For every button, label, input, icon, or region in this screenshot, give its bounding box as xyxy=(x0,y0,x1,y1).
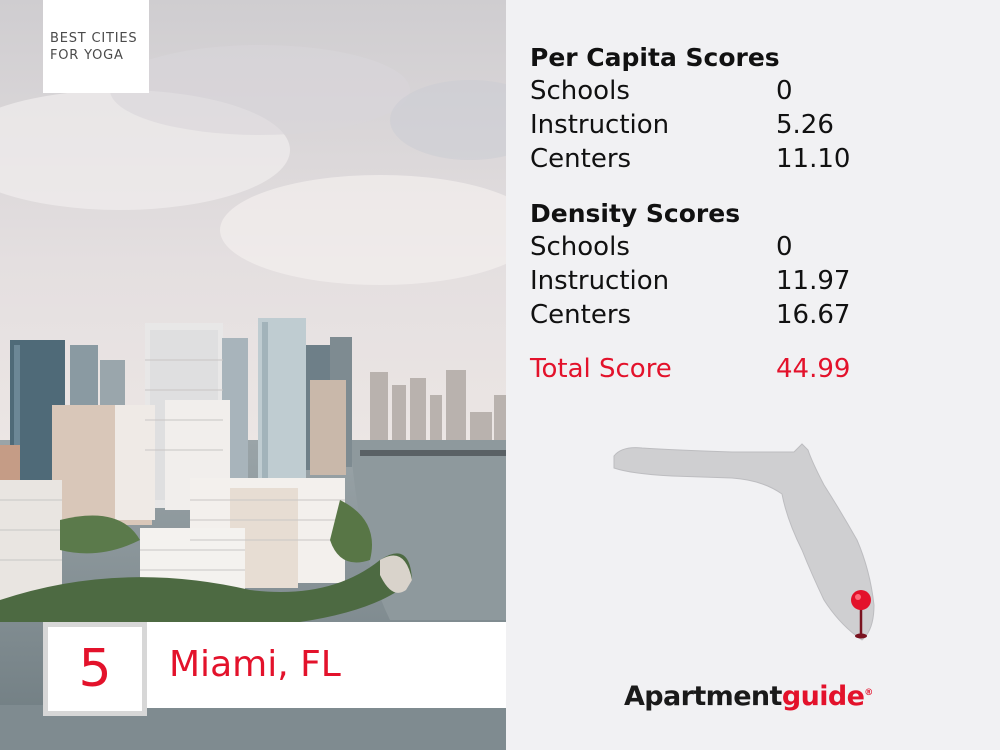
row-label: Schools xyxy=(530,232,630,262)
per-capita-heading: Per Capita Scores xyxy=(530,43,780,72)
per-capita-row-schools: Schools 0 xyxy=(530,76,930,110)
density-row-centers: Centers 16.67 xyxy=(530,300,930,334)
row-value: 11.10 xyxy=(776,144,851,174)
rank-box: 5 xyxy=(43,622,147,716)
row-value: 5.26 xyxy=(776,110,834,140)
apartmentguide-logo: Apartmentguide® xyxy=(624,681,873,712)
row-value: 0 xyxy=(776,232,793,262)
total-score-value: 44.99 xyxy=(776,354,851,384)
total-score-row: Total Score 44.99 xyxy=(530,354,930,388)
row-value: 11.97 xyxy=(776,266,851,296)
row-label: Centers xyxy=(530,300,632,330)
row-label: Instruction xyxy=(530,266,670,296)
per-capita-row-centers: Centers 11.10 xyxy=(530,144,930,178)
location-pin-icon xyxy=(851,590,871,639)
density-row-schools: Schools 0 xyxy=(530,232,930,266)
category-badge-line-2: FOR YOGA xyxy=(50,48,124,63)
city-name: Miami, FL xyxy=(169,644,341,685)
logo-part-2: guide xyxy=(781,681,865,712)
florida-shape xyxy=(613,443,875,641)
florida-map-icon xyxy=(613,443,875,641)
logo-part-1: Apartment xyxy=(624,681,782,712)
total-score-label: Total Score xyxy=(530,354,672,384)
category-badge-line-1: BEST CITIES xyxy=(50,31,138,46)
row-value: 16.67 xyxy=(776,300,851,330)
city-bar: Miami, FL xyxy=(147,622,506,708)
category-badge: BEST CITIES FOR YOGA xyxy=(43,0,149,93)
density-row-instruction: Instruction 11.97 xyxy=(530,266,930,300)
density-heading: Density Scores xyxy=(530,199,741,228)
per-capita-row-instruction: Instruction 5.26 xyxy=(530,110,930,144)
row-label: Instruction xyxy=(530,110,670,140)
row-label: Schools xyxy=(530,76,630,106)
rank-number: 5 xyxy=(78,639,112,699)
scores-panel: Per Capita Scores Schools 0 Instruction … xyxy=(506,0,1000,750)
row-label: Centers xyxy=(530,144,632,174)
logo-registered-mark: ® xyxy=(864,688,873,698)
row-value: 0 xyxy=(776,76,793,106)
